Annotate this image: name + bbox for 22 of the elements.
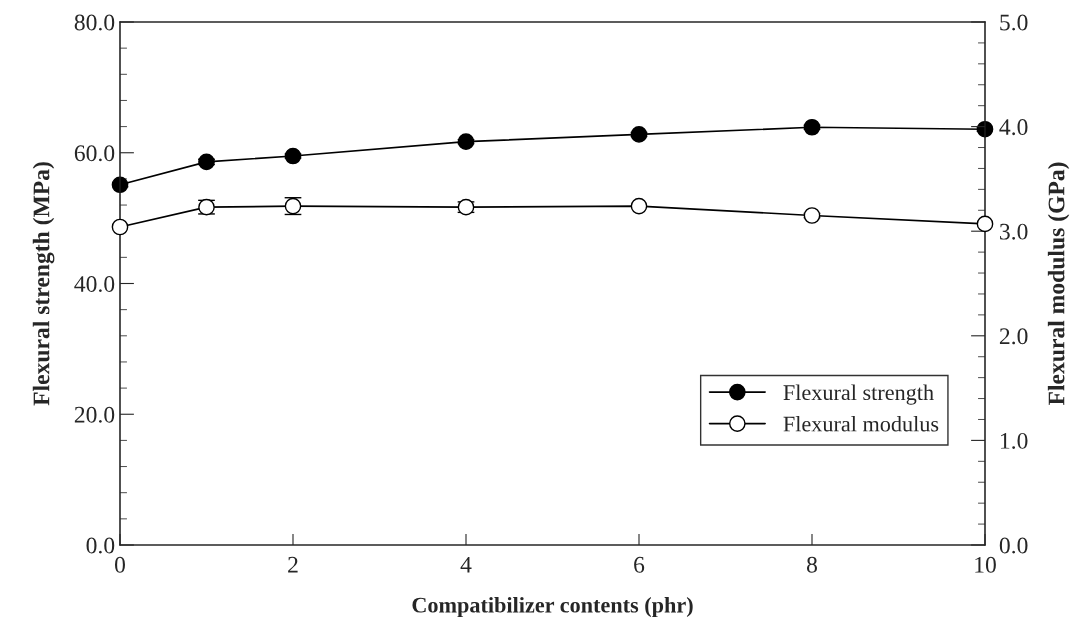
legend-label: Flexural modulus bbox=[783, 415, 939, 432]
x-tick-label: 4 bbox=[460, 556, 472, 573]
y2-tick-label: 0.0 bbox=[999, 537, 1028, 554]
y-axis-title: Flexural strength (MPa) bbox=[32, 162, 55, 406]
x-axis-title: Compatibilizer contents (phr) bbox=[412, 596, 693, 618]
x-tick-label: 10 bbox=[975, 556, 996, 573]
legend-label: Flexural strength bbox=[783, 384, 934, 405]
x-tick-label: 6 bbox=[634, 556, 645, 573]
y2-tick-label: 2.0 bbox=[999, 328, 1028, 345]
y-tick-label: 80.0 bbox=[74, 14, 115, 31]
y-tick-label: 40.0 bbox=[74, 275, 115, 293]
x-tick-label: 0 bbox=[115, 556, 125, 573]
y-tick-label: 60.0 bbox=[74, 145, 115, 162]
x-tick-label: 8 bbox=[807, 556, 817, 573]
y-tick-label: 20.0 bbox=[74, 406, 115, 423]
y2-tick-label: 1.0 bbox=[1000, 432, 1028, 449]
x-tick-label: 2 bbox=[288, 556, 298, 573]
y2-tick-label: 3.0 bbox=[1000, 223, 1028, 240]
y2-tick-label: 4.0 bbox=[999, 119, 1028, 136]
y-tick-label: 0.0 bbox=[86, 537, 115, 554]
y2-tick-label: 5.0 bbox=[1000, 14, 1028, 31]
y2-axis-title: Flexural modulus (GPa) bbox=[1047, 162, 1070, 406]
